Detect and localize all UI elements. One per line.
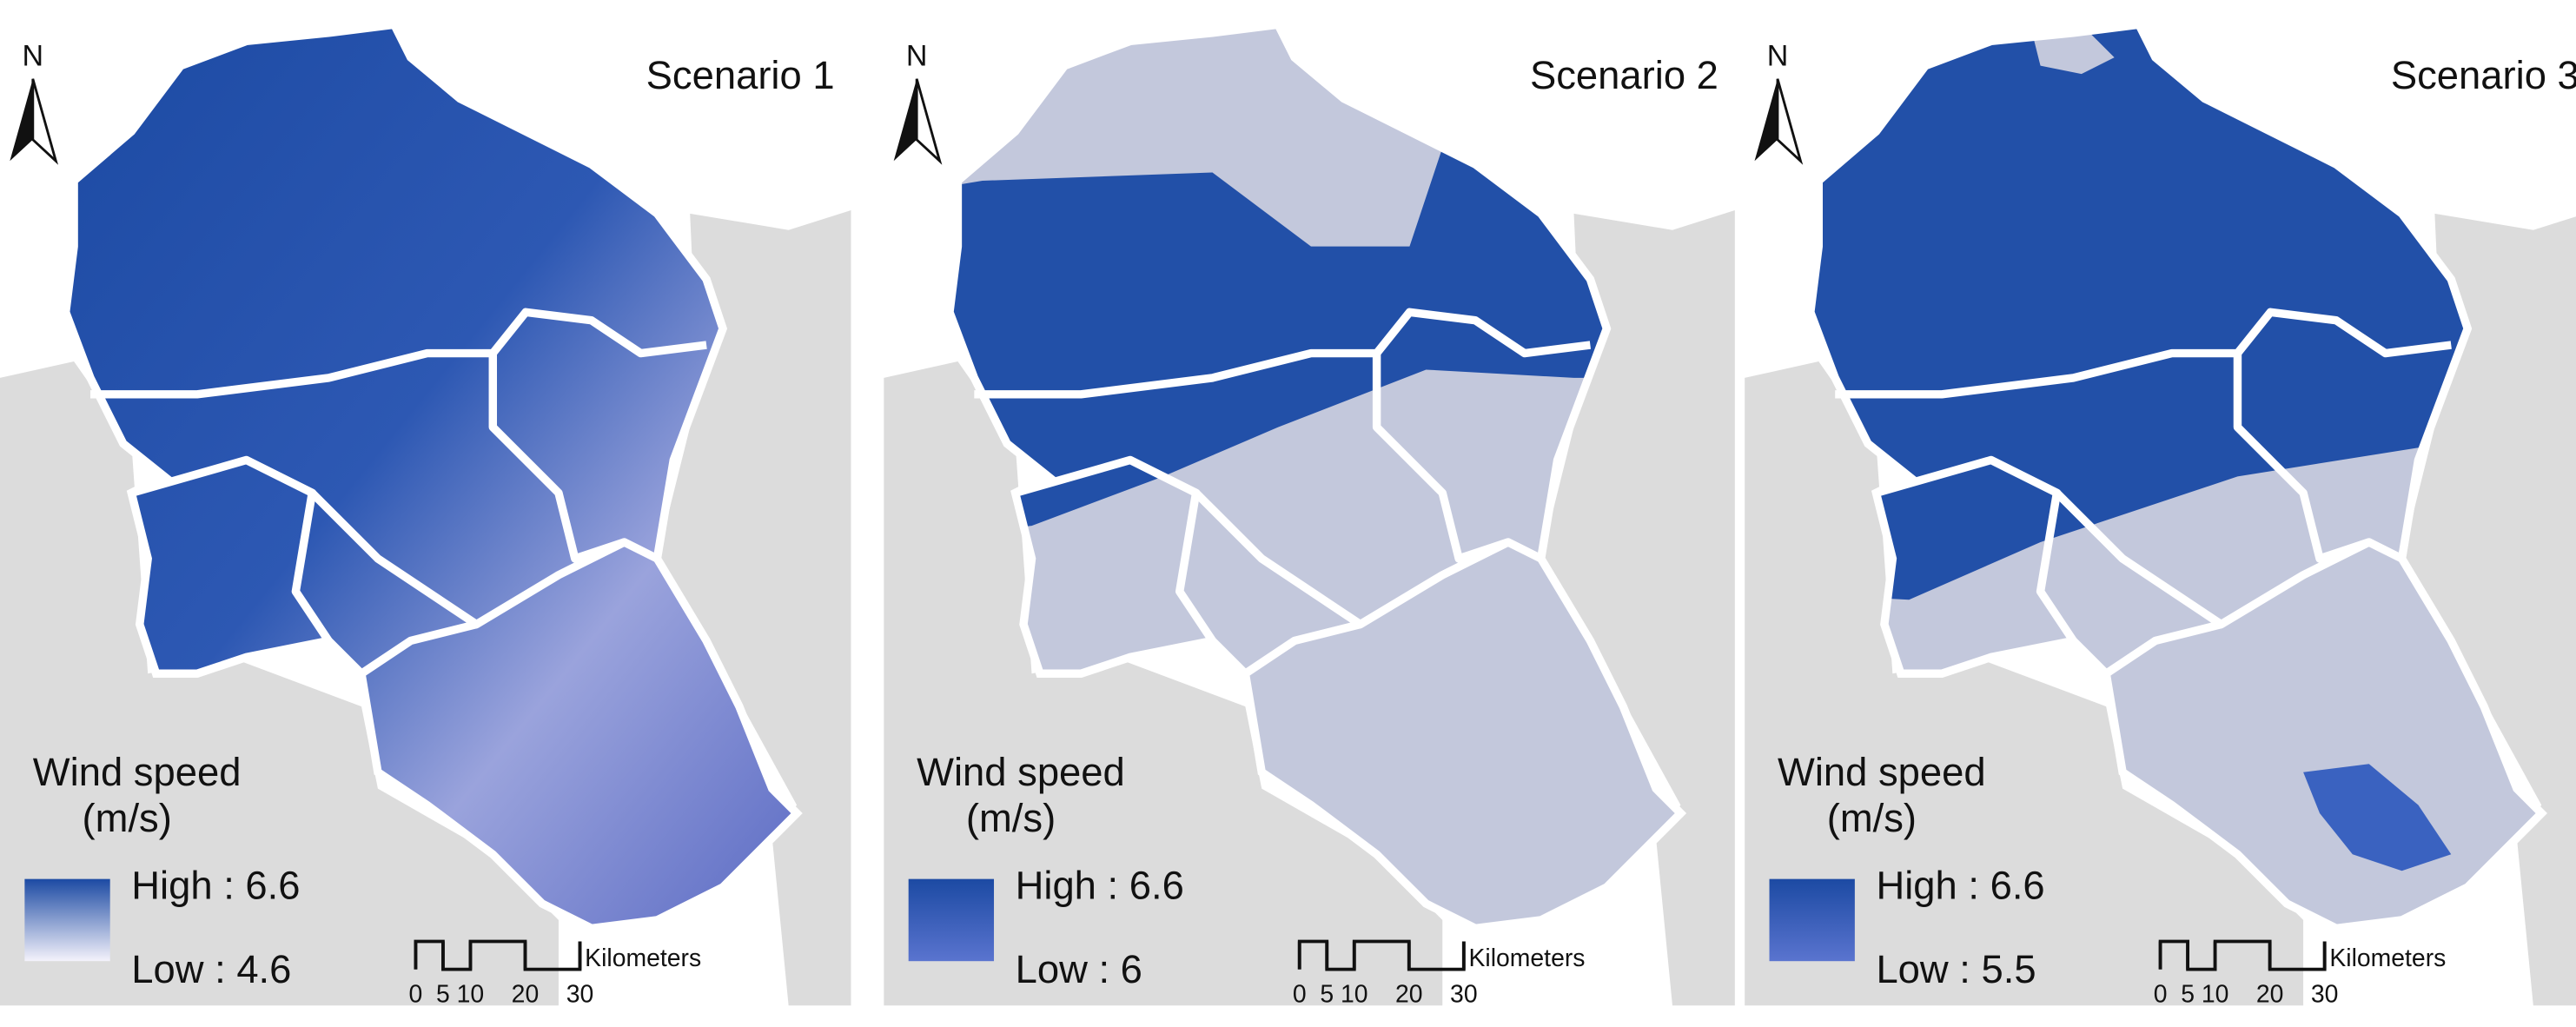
legend-high: High : 6.6	[1016, 863, 1184, 907]
wind-surface	[65, 24, 798, 929]
wind-zone	[2303, 764, 2452, 871]
scale-unit: Kilometers	[1469, 944, 1586, 972]
map-panel: Scenario 2 N Wind speed(m/s) High : 6.6 Low …	[884, 20, 1735, 1008]
north-arrow	[10, 78, 33, 162]
neighbor-land	[657, 210, 851, 1006]
legend-unit: (m/s)	[966, 796, 1056, 840]
wind-zone	[2032, 32, 2115, 75]
scale-label: 30	[2311, 980, 2339, 1008]
map-panel: Scenario 3 N Wind speed(m/s) High : 6.6 Low …	[1745, 20, 2576, 1008]
scale-label: 10	[1341, 980, 1368, 1008]
region-outline	[1805, 20, 2547, 933]
north-label: N	[906, 40, 928, 73]
panel-title: Scenario 3	[2391, 53, 2576, 97]
scale-label: 5	[2181, 980, 2195, 1008]
legend-unit: (m/s)	[83, 796, 172, 840]
scale-unit: Kilometers	[585, 944, 701, 972]
district-border	[1875, 455, 2077, 644]
north-arrow	[893, 78, 917, 162]
north-arrow	[1776, 78, 1804, 165]
legend-swatch	[24, 878, 110, 962]
panel-title: Scenario 2	[1530, 53, 1718, 97]
district-border	[2233, 353, 2404, 563]
legend-unit: (m/s)	[1827, 796, 1917, 840]
district-border	[1372, 353, 1543, 563]
map-panel: Scenario 1 N Wind speed(m/s) High : 6.6 Low …	[0, 20, 851, 1008]
north-label: N	[23, 40, 44, 73]
scale-unit: Kilometers	[2329, 944, 2446, 972]
scale-label: 10	[2202, 980, 2229, 1008]
neighbor-land	[1540, 210, 1735, 1006]
scale-label: 20	[2256, 980, 2284, 1008]
legend-swatch	[1769, 878, 1855, 962]
scale-label: 5	[1320, 980, 1334, 1008]
district-border	[359, 620, 478, 678]
scale-label: 20	[512, 980, 540, 1008]
wind-zone	[949, 148, 1681, 543]
scale-label: 10	[457, 980, 485, 1008]
neighbor-land	[1745, 361, 2304, 1006]
scale-label: 0	[2154, 980, 2168, 1008]
district-border	[2103, 620, 2222, 678]
district-border	[488, 353, 659, 563]
north-arrow	[31, 78, 59, 165]
scale-label: 0	[1293, 980, 1307, 1008]
legend-swatch	[908, 878, 995, 962]
neighbor-land	[884, 361, 1443, 1006]
district-border	[2054, 489, 2371, 629]
region-outline	[945, 20, 1687, 933]
legend-title: Wind speed	[917, 750, 1125, 794]
legend-low: Low : 4.6	[131, 947, 291, 991]
region-outline	[61, 20, 803, 933]
neighbor-land	[0, 361, 559, 1006]
district-border	[1242, 620, 1361, 678]
north-arrow	[1754, 78, 1778, 162]
scale-label: 30	[1450, 980, 1478, 1008]
north-arrow	[915, 78, 943, 165]
scale-label: 20	[1395, 980, 1423, 1008]
legend-high: High : 6.6	[131, 863, 300, 907]
north-label: N	[1767, 40, 1789, 73]
scale-label: 5	[436, 980, 450, 1008]
scale-label: 0	[409, 980, 423, 1008]
panel-title: Scenario 1	[646, 53, 835, 97]
legend-title: Wind speed	[1778, 750, 1986, 794]
scale-label: 30	[566, 980, 594, 1008]
neighbor-land	[2401, 213, 2576, 1006]
legend-low: Low : 6	[1016, 947, 1142, 991]
legend-title: Wind speed	[33, 750, 242, 794]
legend-high: High : 6.6	[1876, 863, 2044, 907]
legend-low: Low : 5.5	[1876, 947, 2036, 991]
